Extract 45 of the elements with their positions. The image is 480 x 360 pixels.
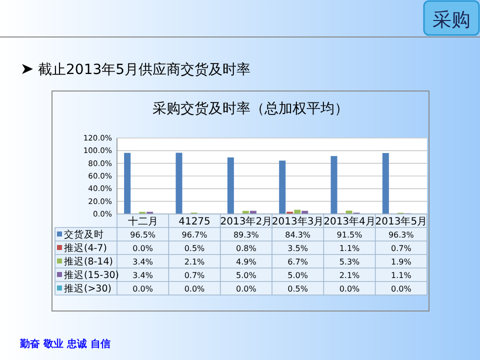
data-label: 3.5%: [288, 244, 308, 253]
chart-title: 采购交货及时率（总加权平均）: [152, 101, 348, 117]
data-label: 96.3%: [388, 230, 414, 240]
data-label: 5.0%: [236, 271, 257, 280]
data-label: 0.5%: [288, 284, 308, 294]
data-label: 5.0%: [288, 271, 308, 280]
data-label: 0.0%: [339, 284, 360, 294]
data-label: 0.7%: [391, 244, 412, 253]
legend-label: 推迟(4-7): [64, 242, 107, 254]
x-tick-label: 十二月: [128, 216, 158, 228]
data-label: 1.1%: [339, 244, 360, 253]
x-tick-label: 2013年2月: [220, 216, 272, 228]
data-label: 4.9%: [236, 258, 257, 266]
data-label: 0.0%: [132, 244, 154, 253]
data-label: 2.1%: [339, 271, 360, 280]
data-label: 0.8%: [236, 244, 257, 253]
data-label: 0.0%: [184, 284, 206, 294]
data-label: 3.4%: [132, 258, 154, 266]
data-label: 0.0%: [236, 284, 257, 294]
legend-label: 推迟(15-30): [64, 269, 120, 281]
data-label: 0.0%: [391, 284, 412, 294]
data-label: 0.7%: [184, 271, 206, 280]
legend-label: 推迟(>30): [64, 282, 112, 294]
data-label: 2.1%: [184, 258, 206, 266]
x-tick-label: 2013年3月: [272, 216, 324, 228]
chart-subtitle: 截止2013年5月供应商交货及时率: [38, 62, 251, 78]
data-label: 91.5%: [336, 230, 363, 240]
text: 勤奋 敬业 忠诚 自信: [19, 338, 110, 350]
data-label: 96.7%: [182, 230, 208, 240]
data-label: 3.4%: [132, 271, 154, 280]
data-label: 5.3%: [339, 258, 360, 266]
data-label: 6.7%: [288, 258, 308, 266]
data-label: 96.5%: [130, 230, 156, 240]
x-tick-label: 2013年4月: [324, 216, 376, 228]
text: 采购: [432, 9, 470, 31]
legend-label: 交货及时: [64, 228, 104, 240]
data-label: 0.5%: [184, 244, 206, 253]
x-tick-label: 41275: [178, 216, 210, 228]
data-label: 89.3%: [233, 230, 260, 240]
data-label: 1.9%: [391, 258, 412, 266]
legend-label: 推迟(8-14): [64, 256, 113, 268]
x-tick-label: 2013年5月: [375, 216, 428, 228]
data-label: 84.3%: [285, 230, 311, 240]
data-label: 1.1%: [391, 271, 412, 280]
data-label: 0.0%: [132, 284, 154, 294]
